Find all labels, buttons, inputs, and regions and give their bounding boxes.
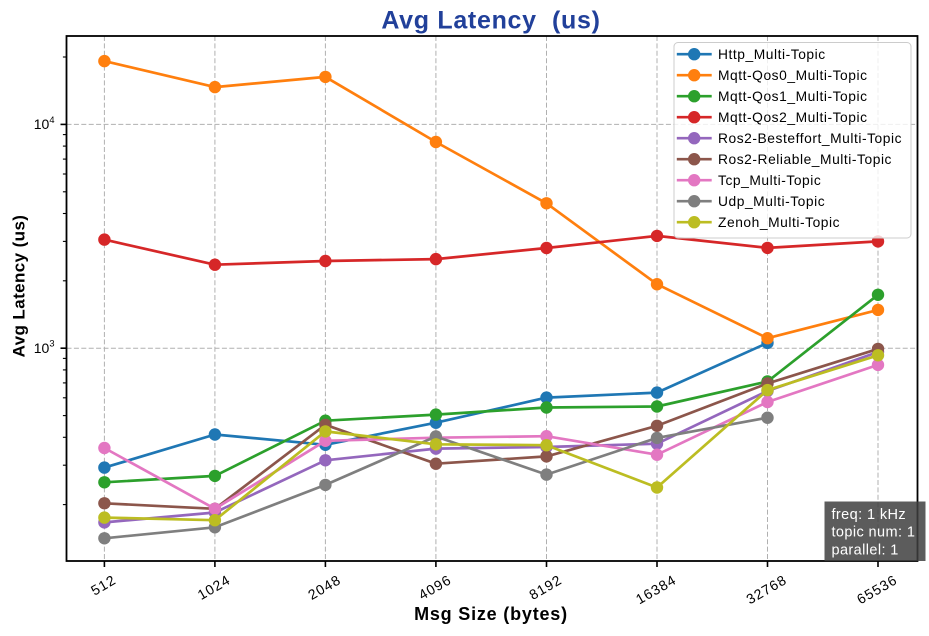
svg-text:Avg Latency (us): Avg Latency (us) [381,7,600,35]
svg-text:Mqtt-Qos2_Multi-Topic: Mqtt-Qos2_Multi-Topic [718,110,868,125]
svg-text:Ros2-Reliable_Multi-Topic: Ros2-Reliable_Multi-Topic [718,152,892,167]
svg-text:Mqtt-Qos1_Multi-Topic: Mqtt-Qos1_Multi-Topic [718,89,868,104]
svg-text:Udp_Multi-Topic: Udp_Multi-Topic [718,194,825,209]
svg-text:Ros2-Besteffort_Multi-Topic: Ros2-Besteffort_Multi-Topic [718,131,902,146]
svg-text:Http_Multi-Topic: Http_Multi-Topic [718,47,826,62]
svg-text:topic num: 1: topic num: 1 [832,525,916,541]
svg-text:104: 104 [34,115,55,132]
svg-text:Msg Size (bytes): Msg Size (bytes) [414,604,568,624]
svg-text:Mqtt-Qos0_Multi-Topic: Mqtt-Qos0_Multi-Topic [718,68,868,83]
svg-text:parallel: 1: parallel: 1 [832,542,899,558]
svg-text:freq: 1 kHz: freq: 1 kHz [832,507,907,523]
svg-text:Zenoh_Multi-Topic: Zenoh_Multi-Topic [718,215,840,230]
svg-text:Avg Latency (us): Avg Latency (us) [10,215,29,358]
svg-text:103: 103 [34,339,55,356]
svg-text:Tcp_Multi-Topic: Tcp_Multi-Topic [718,173,821,188]
